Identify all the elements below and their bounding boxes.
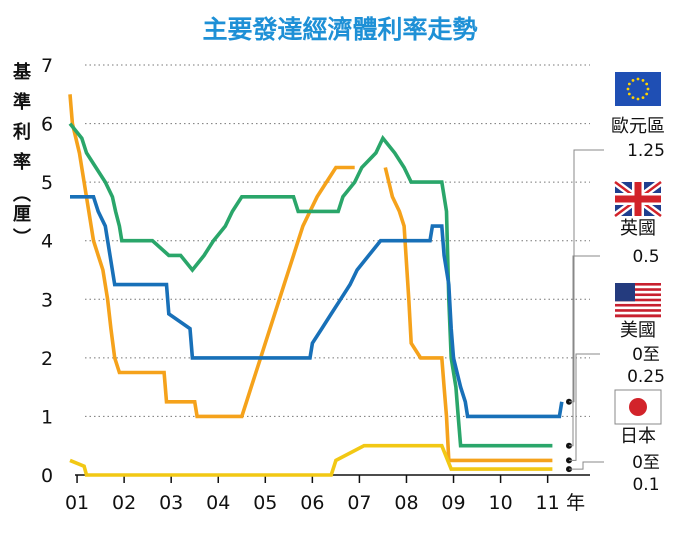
- x-tick-label: 10: [488, 492, 512, 514]
- y-axis-title-char: ︵: [13, 184, 31, 205]
- us-flag-stripe: [615, 290, 661, 294]
- x-tick-label: 09: [441, 492, 465, 514]
- series-line: [70, 195, 564, 419]
- y-tick-label: 4: [41, 231, 53, 253]
- y-axis-title-char: 利: [13, 121, 31, 143]
- y-axis-title-char: ︶: [13, 227, 31, 249]
- leader-line: [569, 353, 600, 461]
- eu-flag-star: [645, 92, 649, 96]
- x-tick-label: 07: [347, 492, 371, 514]
- y-tick-label: 1: [41, 406, 53, 428]
- eu-flag-icon: [615, 72, 661, 106]
- y-tick-label: 5: [41, 172, 53, 194]
- eu-flag-star: [645, 82, 649, 86]
- legend-item-us: 美國 0至0.25: [569, 283, 665, 461]
- legend-value: 0.5: [632, 247, 659, 267]
- us-flag-stripe: [615, 296, 661, 299]
- series-line: [68, 122, 553, 448]
- eu-flag-star: [636, 97, 640, 101]
- legend-label: 美國: [620, 320, 656, 341]
- uk-flag-red-h: [615, 195, 661, 203]
- us-flag-stripe: [615, 303, 661, 307]
- us-flag-stripe: [615, 285, 661, 289]
- series-line: [383, 167, 553, 463]
- us-flag-stripe: [615, 309, 661, 313]
- eu-flag-star: [631, 78, 635, 82]
- y-axis: 0 1 2 3 4 5 6 7: [41, 55, 53, 487]
- legend-item-uk: 英國 0.5: [569, 179, 664, 447]
- legend-item-eu: 歐元區 1.25: [569, 72, 665, 403]
- x-tick-label: 02: [112, 492, 136, 514]
- series-line: [68, 94, 355, 419]
- legend-value: 1.25: [627, 141, 665, 161]
- y-tick-label: 0: [41, 465, 53, 487]
- leader-line: [569, 461, 604, 470]
- grid: [75, 64, 590, 476]
- japan-flag-sun: [629, 398, 647, 416]
- y-tick-label: 6: [41, 114, 53, 136]
- y-axis-title-char: 厘: [13, 204, 31, 225]
- eu-flag-star: [636, 77, 640, 81]
- legend-value: 0.25: [627, 367, 665, 387]
- legend-value: 0.1: [632, 475, 659, 495]
- eu-flag-star: [641, 78, 645, 82]
- us-flag-stripe: [615, 283, 661, 286]
- eu-flag-star: [627, 82, 631, 86]
- legend-label: 英國: [620, 218, 656, 239]
- series-lines: [68, 94, 564, 477]
- x-tick-label: 11: [536, 492, 560, 514]
- eu-flag-star: [646, 87, 650, 91]
- y-axis-title-char: 準: [13, 91, 31, 113]
- x-tick-label: 03: [159, 492, 183, 514]
- leader-line: [569, 149, 604, 403]
- eu-flag-star: [641, 96, 645, 100]
- x-axis: 01 02 03 04 05 06 07 08 09 10 11 年: [65, 475, 585, 514]
- us-flag-stripe: [615, 311, 661, 315]
- us-flag-stripe: [615, 314, 661, 318]
- y-axis-title-char: 基: [12, 61, 32, 83]
- us-flag-stripe: [615, 306, 661, 310]
- us-flag-stripe: [615, 293, 661, 297]
- y-tick-label: 2: [41, 348, 53, 370]
- us-flag-stripe: [615, 298, 661, 302]
- leader-line: [569, 255, 600, 447]
- legend-item-jp: 日本 0至0.1: [569, 389, 662, 495]
- eu-flag-star: [626, 87, 630, 91]
- chart-title: 主要發達經濟體利率走勢: [202, 15, 477, 44]
- x-tick-label: 04: [206, 492, 230, 514]
- legend-label: 歐元區: [611, 116, 665, 137]
- y-axis-title-char: 率: [13, 151, 31, 173]
- legend-label: 日本: [620, 426, 656, 447]
- eu-flag-star: [627, 92, 631, 96]
- y-tick-label: 7: [41, 55, 53, 77]
- x-tick-label: 01: [65, 492, 89, 514]
- x-tick-label: 05: [253, 492, 277, 514]
- legend-value: 0至: [632, 345, 660, 365]
- legend-value: 0至: [632, 453, 660, 473]
- x-tick-label: 08: [394, 492, 418, 514]
- series-line: [69, 443, 553, 477]
- eu-flag-star: [631, 96, 635, 100]
- us-flag-icon: [615, 283, 635, 302]
- us-flag-stripe: [615, 288, 661, 292]
- x-axis-unit: 年: [566, 492, 585, 514]
- us-flag-stripe: [615, 301, 661, 305]
- x-tick-label: 06: [300, 492, 324, 514]
- y-tick-label: 3: [41, 289, 53, 311]
